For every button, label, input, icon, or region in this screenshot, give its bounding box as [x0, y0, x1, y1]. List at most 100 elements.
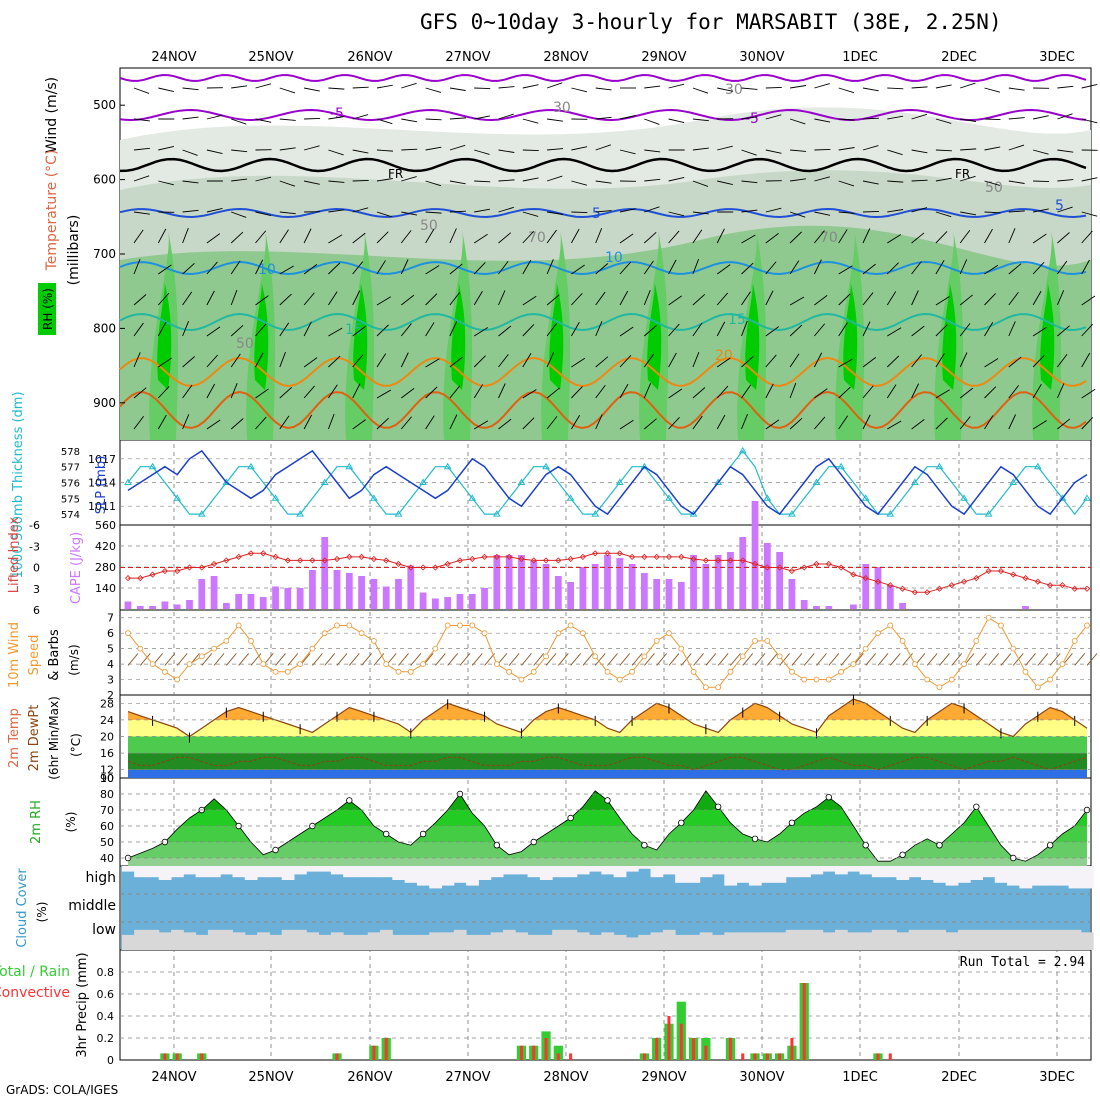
cloud-high-gap: [478, 866, 492, 880]
cloud-panel: [120, 866, 1094, 950]
wind-speed-point: [961, 661, 967, 667]
cloud-low-gap: [281, 929, 295, 950]
cape-bar: [321, 537, 329, 609]
surface-wind-barb: [779, 653, 790, 666]
wind-barb: [182, 414, 190, 430]
wind-barb: [498, 383, 506, 399]
wind-speed-point: [543, 653, 549, 660]
pressure-tick: 500: [93, 98, 116, 112]
wind-barb: [498, 86, 515, 89]
wind-barb: [960, 118, 977, 122]
li-point: [899, 585, 906, 592]
cloud-high-gap: [293, 866, 307, 875]
li-point: [997, 567, 1005, 575]
surface-wind-barb: [435, 653, 446, 666]
wind-speed-point: [1059, 661, 1066, 667]
wind-barb: [911, 383, 920, 399]
surface-wind-barb: [447, 653, 459, 666]
cloud-low-gap: [1031, 929, 1045, 950]
wind-barb: [814, 295, 828, 306]
cape-bar: [874, 567, 882, 609]
wind-barb: [449, 356, 463, 368]
wind-speed-point: [789, 668, 795, 675]
precip-conv-bar: [876, 1053, 880, 1060]
rh-band: [128, 790, 1087, 794]
cloud-high-gap: [1080, 866, 1094, 889]
surface-wind-barb: [226, 653, 237, 666]
wind-barb: [279, 180, 296, 187]
cloud-low-gap: [453, 929, 467, 950]
surface-wind-barb: [238, 653, 249, 666]
rh-band: [128, 858, 1087, 866]
wind-barb: [789, 211, 806, 218]
li-point: [1047, 582, 1054, 589]
wind-barb: [571, 292, 583, 306]
wind-barb: [473, 291, 483, 306]
cape-bar: [173, 604, 181, 609]
li-point: [370, 555, 377, 563]
wind-barb: [449, 263, 463, 275]
contour-label: 50: [985, 180, 1003, 196]
wind-barb: [911, 290, 919, 306]
wind-barb: [498, 354, 509, 368]
surface-wind-barb: [164, 653, 176, 666]
wind-barb: [1032, 149, 1049, 155]
surface-wind-barb: [459, 653, 471, 666]
cloud-unit: (%): [35, 902, 49, 923]
cape-bar: [149, 606, 156, 609]
date-label-top: 1DEC: [842, 50, 878, 65]
wind-barb: [619, 419, 634, 430]
rh-legend-swatch: [38, 283, 56, 335]
li-tick: 3: [33, 583, 40, 596]
thickness-point: [173, 494, 182, 501]
pressure-tick: 900: [93, 396, 116, 410]
wind-barb: [716, 385, 729, 399]
rh-tick: 50: [100, 836, 114, 849]
wind-barb: [425, 146, 442, 151]
li-point: [838, 564, 845, 571]
wind-barb: [668, 352, 677, 368]
cloud-low-gap: [638, 934, 652, 950]
wind-barb: [182, 149, 198, 156]
wind-barb: [304, 180, 320, 185]
wind-barb: [498, 113, 514, 120]
cloud-high-gap: [552, 866, 565, 878]
cloud-low-gap: [970, 929, 983, 950]
wind-barb: [425, 211, 442, 214]
li-point: [936, 585, 943, 592]
li-point: [493, 553, 500, 560]
surface-wind-barb: [619, 653, 631, 666]
freezing-label: FR: [388, 167, 403, 181]
temp-band: [128, 769, 1087, 778]
wind-barb: [498, 206, 514, 213]
li-point: [960, 578, 968, 585]
surface-wind-barb: [754, 653, 766, 666]
wind-speed-point: [850, 661, 857, 667]
wind-barb: [887, 327, 902, 337]
cape-bar: [886, 585, 894, 609]
li-point: [542, 557, 550, 564]
precip-conv-bar: [692, 1038, 696, 1060]
cape-bar: [186, 600, 193, 609]
wind-barb: [1057, 179, 1074, 182]
wind-barb: [619, 326, 634, 337]
li-line: [128, 552, 1087, 593]
temp-label-3: (6hr Min/Max): [47, 696, 61, 780]
thickness-point: [837, 462, 845, 470]
wind-barb: [984, 118, 1001, 121]
slp-thickness-panel: [120, 446, 1091, 517]
date-label-bottom: 24NOV: [151, 1070, 196, 1085]
li-point: [813, 560, 820, 568]
wind-barb: [571, 211, 588, 214]
surface-wind-barb: [1049, 653, 1061, 666]
thickness-point: [492, 510, 501, 517]
wind-barb: [449, 87, 466, 91]
thickness-point: [1009, 478, 1018, 485]
wind-barb: [741, 234, 756, 244]
precip-total-bar: [553, 1045, 563, 1060]
wind-barb: [717, 145, 733, 151]
cloud-low-gap: [121, 934, 135, 950]
wind-barb: [255, 211, 272, 217]
cape-bar: [554, 576, 562, 609]
